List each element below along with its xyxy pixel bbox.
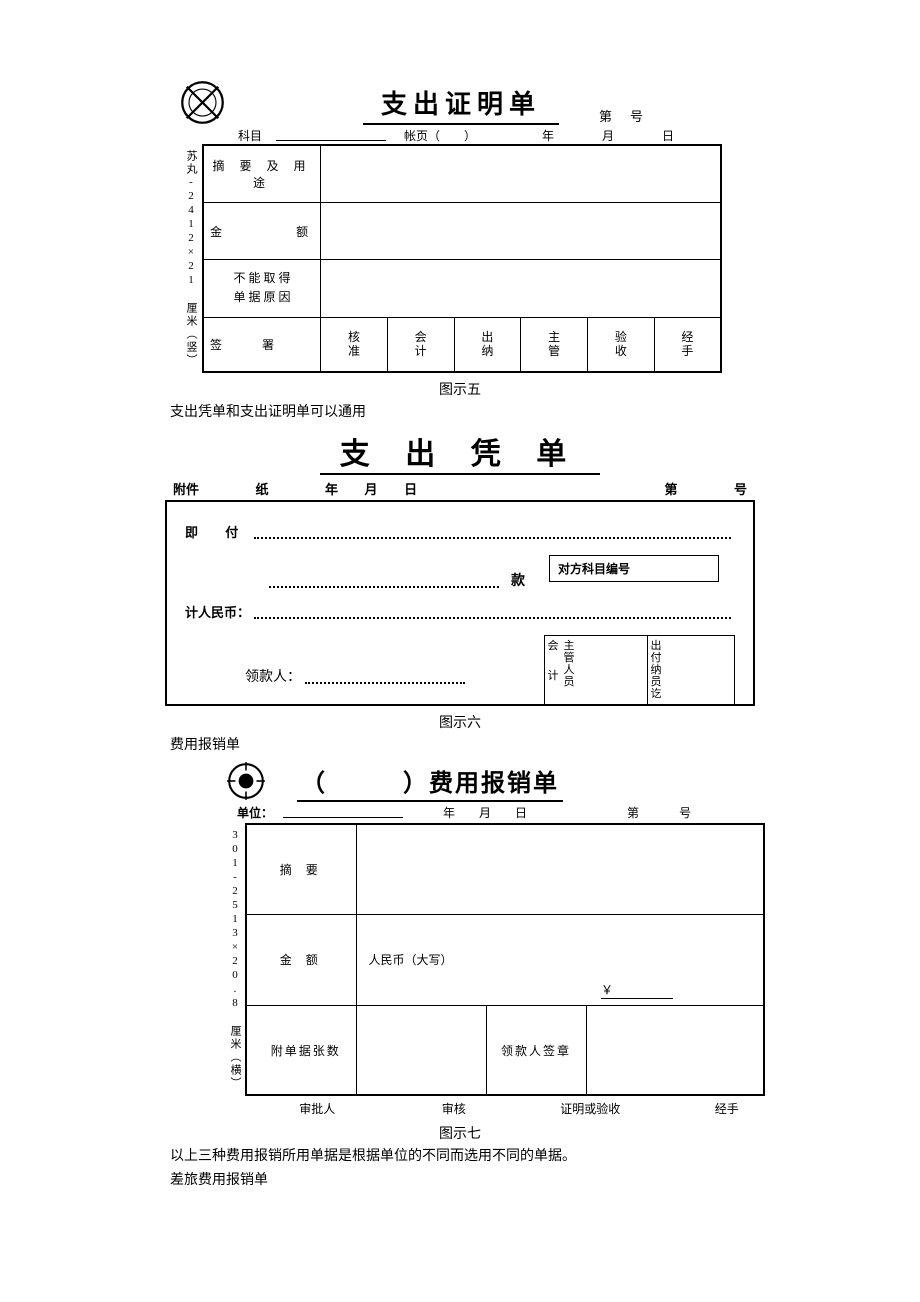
- summary-field[interactable]: [356, 824, 764, 914]
- form2-bottom: 领款人： 会 计 主管人员 出付 纳 员讫: [185, 635, 735, 704]
- form2-sigbox: 会 计 主管人员 出付 纳 员讫: [544, 635, 735, 704]
- form3-title: （ ）费用报销单: [297, 763, 563, 802]
- form3-table: 摘要 金额 人民币（大写） ￥ 附单据张数 领款人签章: [245, 823, 765, 1096]
- text-reimbursement: 费用报销单: [170, 734, 920, 754]
- side-text-2: 13×20.8 厘米（横）: [227, 913, 243, 1090]
- side-text-1: 301-25: [229, 829, 241, 913]
- row-reason-label: 不 能 取 得 单 据 原 因: [203, 260, 321, 317]
- subject-label: 科目: [238, 127, 276, 144]
- form1-meta-row: 科目 帐页（ ） 年 月 日: [238, 127, 750, 144]
- unit-field[interactable]: [283, 804, 403, 818]
- payee-sig-label: 领款人签章: [486, 1005, 586, 1095]
- reimbursement-form: （ ）费用报销单 单位： 年 月 日 第 号 301-25 13×20.8 厘米…: [225, 760, 795, 1117]
- form2-meta: 附件 纸 年 月 日 第 号: [173, 479, 747, 498]
- stamp-icon: [180, 80, 225, 125]
- amount-label: 金额: [246, 915, 356, 1005]
- table-row: 金 额: [203, 202, 721, 259]
- account-code-box[interactable]: 对方科目编号: [549, 555, 719, 582]
- payee-field[interactable]: [305, 682, 465, 684]
- year-label: 年: [514, 127, 554, 144]
- caption-7: 图示七: [0, 1123, 920, 1143]
- side-text-2: 12×21 厘米（竖）: [183, 218, 199, 367]
- table-row: 金额 人民币（大写） ￥: [246, 915, 764, 1005]
- subject-field[interactable]: [276, 127, 386, 141]
- yen-label: ￥: [601, 981, 673, 999]
- form1-sidebar: 苏丸-24 12×21 厘米（竖）: [180, 144, 202, 373]
- row-amount-label: 金 额: [203, 202, 321, 259]
- payee-label: 领款人：: [245, 666, 301, 686]
- form1-number: 第号: [599, 106, 661, 125]
- sig-cell[interactable]: 核准: [321, 317, 388, 372]
- table-row: 不 能 取 得 单 据 原 因: [203, 260, 721, 317]
- day-label: 日: [644, 127, 674, 144]
- approver-label: 审批人: [249, 1100, 386, 1117]
- form3-sidebar: 301-25 13×20.8 厘米（横）: [225, 823, 245, 1096]
- table-row: 附单据张数 领款人签章: [246, 1005, 764, 1095]
- table-row: 摘要: [246, 824, 764, 914]
- sig-cell[interactable]: 主管: [521, 317, 588, 372]
- form1-body: 苏丸-24 12×21 厘米（竖） 摘 要 及 用 途 金 额 不 能 取 得 …: [180, 144, 750, 373]
- summary-label: 摘要: [246, 824, 356, 914]
- text-interchangeable: 支出凭单和支出证明单可以通用: [170, 401, 920, 421]
- unit-label: 单位：: [237, 804, 283, 821]
- pay-line: 即 付: [185, 522, 735, 541]
- amount-field[interactable]: 人民币（大写） ￥: [356, 915, 764, 1005]
- attach-count-label: 附单据张数: [246, 1005, 356, 1095]
- table-row: 摘 要 及 用 途: [203, 145, 721, 202]
- amount-line: 款 对方科目编号: [185, 555, 735, 590]
- expense-voucher-form: 支 出 凭 单 附件 纸 年 月 日 第 号 即 付 款 对方科目编号: [165, 429, 755, 706]
- cashier-sig[interactable]: 出付 纳 员讫: [647, 636, 734, 704]
- form2-title: 支 出 凭 单: [320, 429, 600, 475]
- row-amount-value[interactable]: [321, 202, 721, 259]
- rmb-line: 计人民币：: [185, 602, 735, 621]
- form2-box: 即 付 款 对方科目编号 计人民币： 领款人： 会: [165, 500, 755, 706]
- table-row: 签署 核准 会计 出纳 主管 验收 经手: [203, 317, 721, 372]
- pay-field[interactable]: [254, 537, 731, 539]
- expense-proof-form: 支出证明单 第号 科目 帐页（ ） 年 月 日 苏丸-24 12×21 厘米（竖…: [180, 80, 750, 373]
- rmb-field[interactable]: [254, 617, 731, 619]
- text-summary: 以上三种费用报销所用单据是根据单位的不同而选用不同的单据。: [170, 1145, 920, 1165]
- caption-5: 图示五: [0, 379, 920, 399]
- form1-table: 摘 要 及 用 途 金 额 不 能 取 得 单 据 原 因: [202, 144, 722, 373]
- auditor-label: 审核: [386, 1100, 523, 1117]
- amount-field[interactable]: [269, 586, 499, 588]
- sig-cell[interactable]: 出纳: [454, 317, 521, 372]
- form1-header: 支出证明单 第号: [180, 80, 750, 125]
- handler-label: 经手: [659, 1100, 796, 1117]
- form3-header: （ ）费用报销单: [225, 760, 795, 802]
- form3-body: 301-25 13×20.8 厘米（横） 摘要 金额 人民币（大写） ￥ 附单据…: [225, 823, 795, 1096]
- sig-cell[interactable]: 会计: [387, 317, 454, 372]
- sig-cell[interactable]: 经手: [654, 317, 721, 372]
- attach-label: 附件: [173, 482, 199, 497]
- caption-6: 图示六: [0, 712, 920, 732]
- month-label: 月: [584, 127, 614, 144]
- sig-cell[interactable]: 验收: [587, 317, 654, 372]
- row-sign-label: 签署: [203, 317, 321, 372]
- stamp-icon: [225, 760, 267, 802]
- form1-title: 支出证明单: [363, 84, 559, 125]
- payee-sig-field[interactable]: [586, 1005, 764, 1095]
- pay-label: 即 付: [185, 522, 250, 541]
- payee-line: 领款人：: [185, 635, 544, 704]
- attach-count-field[interactable]: [356, 1005, 486, 1095]
- paper-label: 纸: [256, 482, 269, 497]
- amount-end-label: 款: [511, 570, 525, 590]
- text-travel: 差旅费用报销单: [170, 1169, 920, 1189]
- row-summary-value[interactable]: [321, 145, 721, 202]
- accountant-sig[interactable]: 会 计 主管人员: [545, 636, 647, 704]
- form3-footer: 审批人 审核 证明或验收 经手: [249, 1100, 795, 1117]
- verify-label: 证明或验收: [522, 1100, 659, 1117]
- row-summary-label: 摘 要 及 用 途: [203, 145, 321, 202]
- rmb-label: 计人民币：: [185, 602, 250, 621]
- page-label: 帐页（ ）: [404, 127, 484, 144]
- form3-meta: 单位： 年 月 日 第 号: [237, 804, 795, 821]
- side-text-1: 苏丸-24: [183, 150, 199, 218]
- row-reason-value[interactable]: [321, 260, 721, 317]
